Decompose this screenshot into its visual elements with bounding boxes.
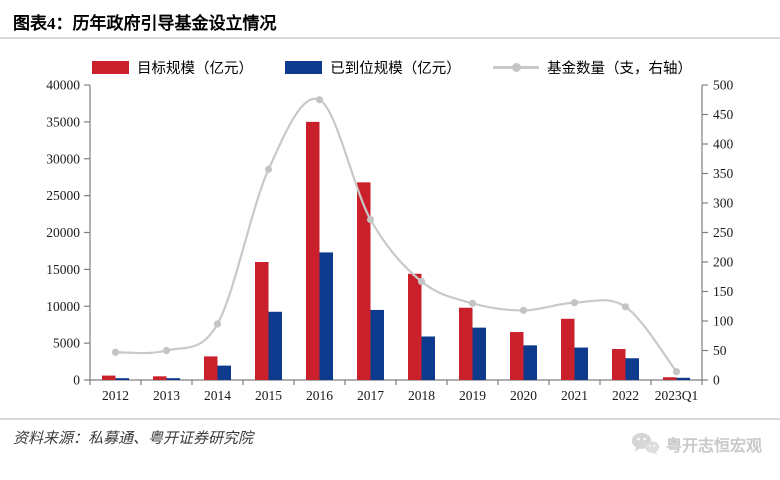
x-axis-category-label: 2013 [153, 388, 180, 403]
count-marker-2015 [264, 165, 273, 173]
x-axis-category-label: 2016 [306, 388, 333, 403]
bar-inplace-2021 [574, 347, 588, 380]
left-axis-tick-label: 35000 [46, 114, 80, 129]
bar-inplace-2016 [319, 252, 333, 380]
count-marker-2014 [213, 320, 222, 328]
right-axis-tick-label: 350 [713, 166, 734, 181]
bar-target-2023Q1 [663, 377, 677, 380]
bottom-divider [0, 418, 780, 420]
x-axis-category-label: 2019 [459, 388, 486, 403]
chart-legend: 目标规模（亿元） 已到位规模（亿元） 基金数量（支，右轴） [92, 57, 692, 78]
wechat-icon [631, 432, 660, 455]
bar-target-2022 [612, 349, 626, 380]
right-axis-tick-label: 500 [713, 78, 734, 93]
count-line [115, 97, 678, 373]
figure-title: 图表4：历年政府引导基金设立情况 [13, 14, 277, 33]
right-axis-tick-label: 450 [713, 107, 734, 122]
bar-target-2017 [357, 182, 371, 380]
x-axis-category-label: 2020 [510, 388, 537, 403]
left-axis-tick-label: 30000 [46, 151, 80, 166]
bar-target-2019 [459, 307, 473, 380]
right-axis-tick-label: 150 [713, 284, 734, 299]
bar-target-2016 [306, 121, 320, 380]
x-axis-category-label: 2012 [102, 388, 129, 403]
count-marker-2017 [366, 215, 375, 224]
bar-target-2012 [102, 375, 116, 380]
right-axis-tick-label: 300 [713, 196, 734, 211]
legend-item-target: 目标规模（亿元） [92, 57, 253, 78]
count-marker-2020 [519, 306, 528, 314]
bar-inplace-2013 [166, 378, 180, 380]
bar-target-2013 [153, 376, 167, 380]
right-axis-tick-label: 250 [713, 225, 734, 240]
target-bar-swatch [92, 61, 129, 74]
x-axis-category-label: 2018 [408, 388, 435, 403]
x-axis-category-label: 2015 [255, 388, 282, 403]
left-axis-tick-label: 0 [73, 373, 80, 388]
count-marker-2023Q1 [672, 368, 681, 376]
x-axis-category-label: 2014 [204, 388, 231, 403]
legend-item-inplace: 已到位规模（亿元） [285, 57, 461, 78]
count-marker-2012 [111, 348, 120, 356]
count-line-swatch [493, 63, 539, 72]
left-axis-tick-label: 15000 [46, 262, 80, 277]
legend-label-count: 基金数量（支，右轴） [547, 61, 692, 77]
right-axis-tick-label: 200 [713, 255, 734, 270]
left-axis-tick-label: 40000 [46, 78, 80, 93]
inplace-bar-swatch [285, 61, 323, 74]
legend-label-inplace: 已到位规模（亿元） [330, 61, 461, 77]
count-marker-2021 [570, 299, 579, 307]
right-axis-tick-label: 100 [713, 314, 734, 329]
bar-inplace-2012 [115, 378, 129, 380]
right-axis-tick-label: 0 [713, 373, 720, 388]
bar-inplace-2015 [268, 311, 282, 380]
count-marker-2016 [315, 96, 324, 104]
bar-target-2020 [510, 332, 524, 380]
x-axis-category-label: 2023Q1 [655, 388, 699, 403]
bar-inplace-2022 [625, 358, 639, 380]
left-axis-tick-label: 25000 [46, 188, 80, 203]
watermark: 粤开志恒宏观 [630, 431, 762, 456]
x-axis-category-label: 2022 [612, 388, 639, 403]
x-axis-category-label: 2017 [357, 388, 384, 403]
bar-inplace-2019 [472, 327, 486, 380]
count-marker-2013 [162, 346, 171, 355]
bar-target-2014 [204, 356, 218, 380]
left-axis-tick-label: 10000 [46, 299, 80, 314]
count-marker-2018 [417, 277, 426, 286]
legend-item-count: 基金数量（支，右轴） [493, 57, 692, 78]
watermark-text: 粤开志恒宏观 [665, 437, 762, 455]
bar-target-2021 [561, 318, 575, 380]
left-axis-tick-label: 5000 [53, 336, 80, 351]
bar-inplace-2020 [523, 345, 537, 380]
right-axis-tick-label: 400 [713, 137, 734, 152]
count-marker-2022 [621, 303, 630, 311]
bar-inplace-2017 [370, 309, 384, 380]
source-note: 资料来源：私募通、粤开证券研究院 [13, 431, 254, 447]
legend-label-target: 目标规模（亿元） [137, 61, 253, 77]
bar-target-2015 [255, 262, 269, 380]
bar-inplace-2023Q1 [676, 377, 690, 380]
x-axis-category-label: 2021 [561, 388, 588, 403]
bar-inplace-2018 [421, 336, 435, 380]
line-marker-dot [511, 63, 521, 72]
bar-inplace-2014 [217, 365, 231, 380]
bar-target-2018 [408, 273, 422, 380]
right-axis-tick-label: 50 [713, 343, 727, 358]
left-axis-tick-label: 20000 [46, 225, 80, 240]
count-marker-2019 [468, 299, 477, 307]
title-divider [0, 37, 780, 39]
